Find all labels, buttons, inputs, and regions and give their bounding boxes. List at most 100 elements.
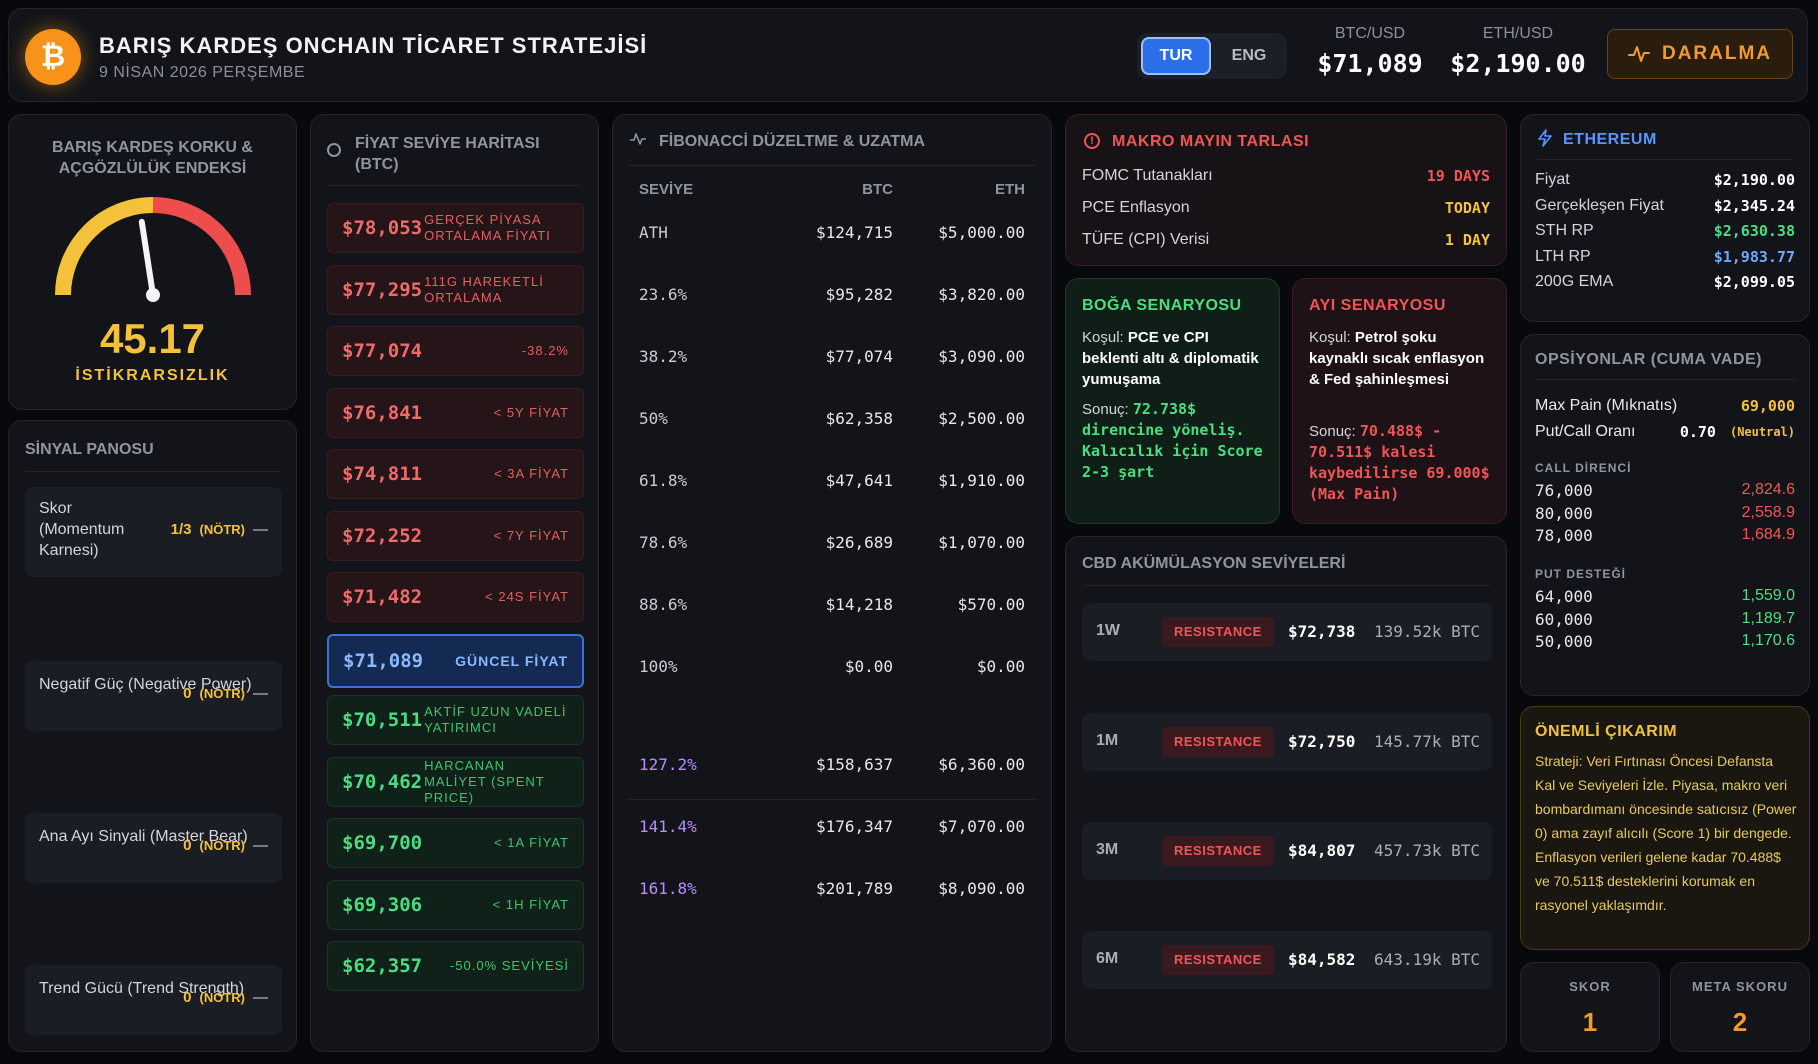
fib-row: 141.4% $176,347 $7,070.00 <box>613 817 1051 837</box>
macro-row: FOMC Tutanakları 19 DAYS <box>1082 167 1490 189</box>
divider <box>629 165 1035 166</box>
signal-name: Trend Gücü (Trend Strength) <box>39 980 245 997</box>
cbd-price: $84,807 <box>1288 841 1356 860</box>
signal-name: Skor (Momentum Karnesi) <box>39 500 125 559</box>
fib-btc: $47,641 <box>825 471 893 490</box>
market-status-button[interactable]: DARALMA <box>1607 29 1793 79</box>
price-level-row: $76,841 < 5Y FİYAT <box>327 387 584 438</box>
macro-event-name: PCE Enflasyon <box>1082 199 1190 216</box>
score-card: SKOR 1 <box>1520 962 1660 1052</box>
lang-tur-button[interactable]: TUR <box>1141 37 1211 75</box>
eth-metric-label: STH RP <box>1535 222 1594 239</box>
cbd-row: 1M RESISTANCE $72,750 145.77k BTC <box>1082 713 1492 771</box>
bull-condition: Koşul: PCE ve CPI beklenti altı & diplom… <box>1082 327 1267 390</box>
signal-item-trend-strength: Trend Gücü (Trend Strength) 0 (NÖTR) — <box>25 965 282 1035</box>
level-label: -50.0% SEVİYESİ <box>449 958 569 973</box>
eth-price-value: $2,190.00 <box>1450 49 1586 78</box>
macro-minefield-card: ! MAKRO MAYIN TARLASI FOMC Tutanakları 1… <box>1065 114 1507 266</box>
put-strike: 64,000 <box>1535 587 1593 606</box>
signal-value-group: 0 (NÖTR) — <box>183 685 268 702</box>
level-price: $62,357 <box>342 955 423 977</box>
price-level-row: $74,811 < 3A FİYAT <box>327 449 584 499</box>
fib-row: 38.2% $77,074 $3,090.00 <box>613 347 1051 367</box>
level-label: -38.2% <box>521 343 569 358</box>
max-pain-value: 69,000 <box>1740 397 1795 415</box>
resistance-badge: RESISTANCE <box>1162 836 1274 866</box>
signal-value-group: 1/3 (NÖTR) — <box>171 521 268 538</box>
macro-event-countdown: 19 DAYS <box>1426 167 1490 185</box>
alert-icon: ! <box>1084 133 1100 149</box>
signal-trend: — <box>253 989 268 1006</box>
eth-price-label: ETH/USD <box>1482 25 1554 42</box>
top-header: ₿ BARIŞ KARDEŞ ONCHAIN TİCARET STRATEJİS… <box>8 8 1808 102</box>
fib-level: ATH <box>639 223 668 242</box>
price-level-row: $70,511 AKTİF UZUN VADELİ YATIRIMCI <box>327 695 584 745</box>
fib-row: 127.2% $158,637 $6,360.00 <box>613 755 1051 775</box>
level-price: $71,089 <box>343 649 424 672</box>
cbd-price: $72,738 <box>1288 622 1356 641</box>
eth-metric-row: LTH RP $1,983.77 <box>1535 248 1795 270</box>
level-price: $72,252 <box>342 524 423 547</box>
key-takeaway-card: ÖNEMLİ ÇIKARIM Strateji: Veri Fırtınası … <box>1520 706 1810 950</box>
fib-level: 78.6% <box>639 533 688 552</box>
fib-btc: $0.00 <box>844 657 893 676</box>
put-row: 60,000 1,189.7 <box>1535 610 1795 632</box>
eth-metric-row: Gerçekleşen Fiyat $2,345.24 <box>1535 197 1795 219</box>
divider <box>327 185 582 186</box>
put-open-interest: 1,189.7 <box>1741 609 1795 627</box>
level-label: < 5Y FİYAT <box>493 404 569 420</box>
ethereum-title: ETHEREUM <box>1563 131 1657 148</box>
level-price: $77,295 <box>342 278 423 301</box>
cbd-volume: 139.52k BTC <box>1374 622 1480 641</box>
price-level-row: $71,089 GÜNCEL FİYAT <box>327 633 584 688</box>
resistance-badge: RESISTANCE <box>1162 727 1274 757</box>
divider <box>1537 159 1793 160</box>
signal-item-master-bear: Ana Ayı Sinyali (Master Bear) 0 (NÖTR) — <box>25 813 282 883</box>
put-strike: 50,000 <box>1535 632 1593 651</box>
cbd-row: 1W RESISTANCE $72,738 139.52k BTC <box>1082 603 1492 661</box>
fib-level: 161.8% <box>639 879 697 898</box>
fib-eth: $1,910.00 <box>938 471 1025 490</box>
fibonacci-card: FİBONACCİ DÜZELTME & UZATMA SEVİYE BTC E… <box>612 114 1052 1052</box>
bear-result: Sonuç: 70.488$ - 70.511$ kalesi kaybedil… <box>1309 421 1496 505</box>
put-open-interest: 1,559.0 <box>1741 587 1795 604</box>
max-pain-label: Max Pain (Mıknatıs) <box>1535 397 1678 414</box>
score-label: SKOR <box>1569 979 1611 994</box>
price-level-row: $77,074 -38.2% <box>327 326 584 376</box>
fib-row: 78.6% $26,689 $1,070.00 <box>613 533 1051 553</box>
price-level-row: $69,700 < 1A FİYAT <box>327 818 584 868</box>
eth-metric-label: Fiyat <box>1535 171 1570 188</box>
call-row: 80,000 2,558.9 <box>1535 504 1795 526</box>
signal-status: (NÖTR) <box>199 838 246 853</box>
fib-eth: $7,070.00 <box>938 817 1025 836</box>
options-card: OPSİYONLAR (CUMA VADE) Max Pain (Mıknatı… <box>1520 334 1810 696</box>
level-price: $69,700 <box>342 832 423 854</box>
app-title: BARIŞ KARDEŞ ONCHAIN TİCARET STRATEJİSİ <box>99 33 648 58</box>
takeaway-title: ÖNEMLİ ÇIKARIM <box>1535 723 1678 740</box>
fib-btc: $124,715 <box>815 223 893 242</box>
condition-text: PCE ve CPI beklenti altı & diplomatik yu… <box>1082 329 1259 388</box>
put-row: 50,000 1,170.6 <box>1535 632 1795 654</box>
macro-event-name: TÜFE (CPI) Verisi <box>1082 231 1210 248</box>
level-label: 111G HAREKETLİ ORTALAMA <box>424 273 544 305</box>
meta-score-card: META SKORU 2 <box>1670 962 1810 1052</box>
put-call-status: (Neutral) <box>1729 425 1795 439</box>
fear-greed-value: 45.17 <box>99 315 206 362</box>
lang-eng-button[interactable]: ENG <box>1231 47 1267 64</box>
resistance-badge: RESISTANCE <box>1162 945 1274 975</box>
price-level-row: $77,295 111G HAREKETLİ ORTALAMA <box>327 264 584 315</box>
call-resistance-title: CALL DİRENCİ <box>1535 461 1632 475</box>
macro-event-countdown: TODAY <box>1444 199 1490 217</box>
bear-title: AYI SENARYOSU <box>1309 297 1446 314</box>
signal-item-score: Skor (Momentum Karnesi) 1/3 (NÖTR) — <box>25 487 282 577</box>
cbd-volume: 457.73k BTC <box>1374 841 1480 860</box>
fib-header-level: SEVİYE <box>639 181 694 198</box>
fib-btc: $14,218 <box>825 595 893 614</box>
eth-metric-label: 200G EMA <box>1535 273 1614 290</box>
signal-name: Ana Ayı Sinyali (Master Bear) <box>39 828 248 845</box>
eth-metric-row: 200G EMA $2,099.05 <box>1535 273 1795 295</box>
fib-row: 50% $62,358 $2,500.00 <box>613 409 1051 429</box>
price-map-title: FİYAT SEVİYE HARİTASI (BTC) <box>355 135 540 173</box>
signal-trend: — <box>253 685 268 702</box>
condition-prefix: Koşul: <box>1082 329 1124 346</box>
